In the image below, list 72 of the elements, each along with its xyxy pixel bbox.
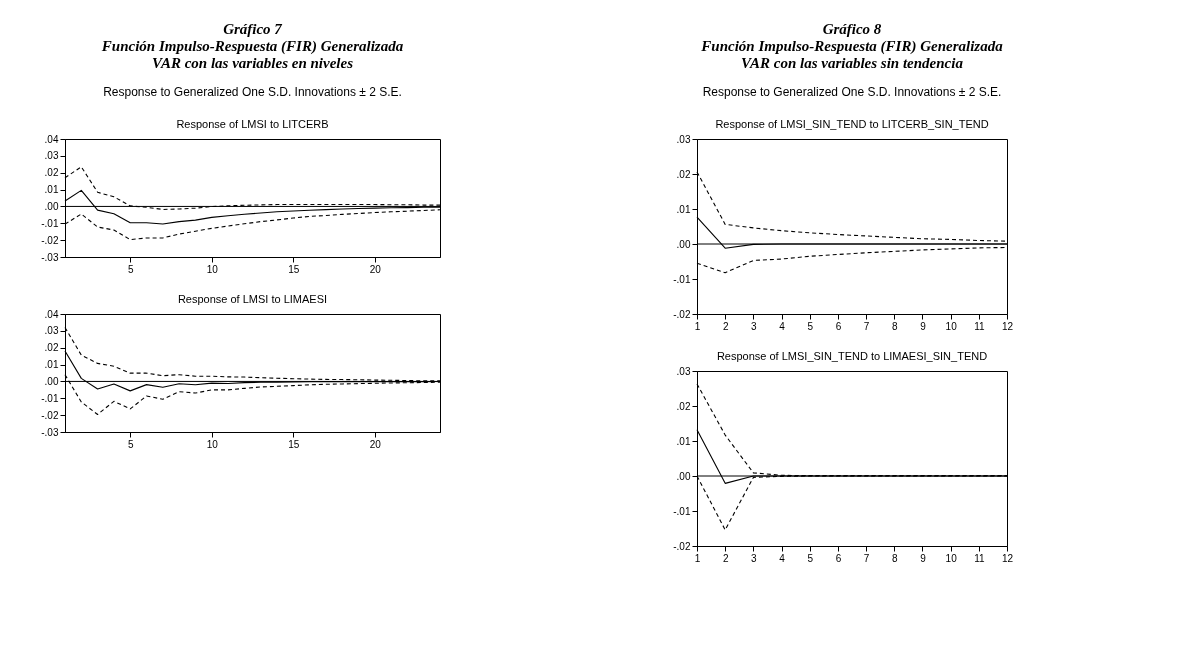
x-tick-label: 2 <box>722 320 729 332</box>
x-tick-label: 10 <box>206 263 219 275</box>
x-tick-label: 5 <box>127 263 134 275</box>
text: Gráfico 8 <box>822 21 882 37</box>
text: Función Impulso-Respuesta (FIR) Generalizada <box>700 38 1004 55</box>
y-tick-label: .04 <box>44 308 59 320</box>
y-tick-label: .01 <box>44 184 59 196</box>
x-tick-label: 8 <box>891 320 898 332</box>
x-tick-label: 12 <box>1001 552 1014 564</box>
x-tick-label: 3 <box>751 320 758 332</box>
x-tick-label: 5 <box>127 438 134 450</box>
y-tick-label: -.02 <box>673 540 691 552</box>
y-tick-label: -.02 <box>673 308 691 320</box>
y-tick-label: -.01 <box>41 392 59 404</box>
x-tick-label: 11 <box>974 552 985 564</box>
x-tick-label: 15 <box>288 438 300 450</box>
x-tick-label: 20 <box>369 263 382 275</box>
x-tick-label: 11 <box>974 320 985 332</box>
y-tick-label: -.03 <box>41 251 59 263</box>
x-tick-label: 15 <box>288 263 300 275</box>
x-tick-label: 1 <box>694 320 701 332</box>
y-tick-label: -.03 <box>41 426 59 438</box>
x-tick-label: 10 <box>945 552 958 564</box>
y-tick-label: -.01 <box>673 505 691 517</box>
y-tick-label: .02 <box>44 167 59 179</box>
y-tick-label: .00 <box>44 200 59 212</box>
x-tick-label: 9 <box>920 552 927 564</box>
chart-title: Response of LMSI to LITCERB <box>176 118 329 130</box>
y-tick-label: -.02 <box>41 234 59 246</box>
text: Función Impulso-Respuesta (FIR) Generalizada <box>100 38 404 55</box>
y-tick-label: .00 <box>44 375 59 387</box>
y-tick-label: .03 <box>676 133 691 145</box>
y-tick-label: -.01 <box>41 217 59 229</box>
x-tick-label: 10 <box>206 438 219 450</box>
chart-title: Response of LMSI_SIN_TEND to LIMAESI_SIN_TEND <box>716 350 988 362</box>
y-tick-label: .01 <box>676 203 691 215</box>
chart-title: Response of LMSI to LIMAESI <box>177 293 328 305</box>
x-tick-label: 2 <box>722 552 729 564</box>
y-tick-label: .02 <box>676 168 691 180</box>
x-tick-label: 10 <box>945 320 958 332</box>
x-tick-label: 1 <box>694 552 701 564</box>
text: Gráfico 7 <box>223 21 283 37</box>
y-tick-label: .00 <box>676 238 691 250</box>
x-tick-label: 6 <box>835 552 842 564</box>
x-tick-label: 5 <box>807 552 814 564</box>
x-tick-label: 8 <box>891 552 898 564</box>
y-tick-label: .04 <box>44 133 59 145</box>
x-tick-label: 7 <box>863 552 870 564</box>
x-tick-label: 3 <box>751 552 758 564</box>
y-tick-label: -.02 <box>41 409 59 421</box>
y-tick-label: .03 <box>44 325 59 337</box>
y-tick-label: .01 <box>44 359 59 371</box>
x-tick-label: 5 <box>807 320 814 332</box>
y-tick-label: -.01 <box>673 273 691 285</box>
x-tick-label: 4 <box>779 320 786 332</box>
y-tick-label: .03 <box>676 365 691 377</box>
x-tick-label: 6 <box>835 320 842 332</box>
chart-subtitle: Response to Generalized One S.D. Innovations ± 2 S.E. <box>103 85 402 99</box>
x-tick-label: 12 <box>1001 320 1014 332</box>
x-tick-label: 4 <box>779 552 786 564</box>
chart-title: Response of LMSI_SIN_TEND to LITCERB_SIN_TEND <box>715 118 989 130</box>
x-tick-label: 9 <box>920 320 927 332</box>
text: VAR con las variables sin tendencia <box>741 55 964 71</box>
y-tick-label: .01 <box>676 435 691 447</box>
y-tick-label: .00 <box>676 470 691 482</box>
chart-subtitle: Response to Generalized One S.D. Innovations ± 2 S.E. <box>702 85 1002 99</box>
x-tick-label: 20 <box>369 438 382 450</box>
y-tick-label: .02 <box>676 400 691 412</box>
x-tick-label: 7 <box>863 320 870 332</box>
y-tick-label: .02 <box>44 342 59 354</box>
text: VAR con las variables en niveles <box>152 55 354 71</box>
y-tick-label: .03 <box>44 150 59 162</box>
